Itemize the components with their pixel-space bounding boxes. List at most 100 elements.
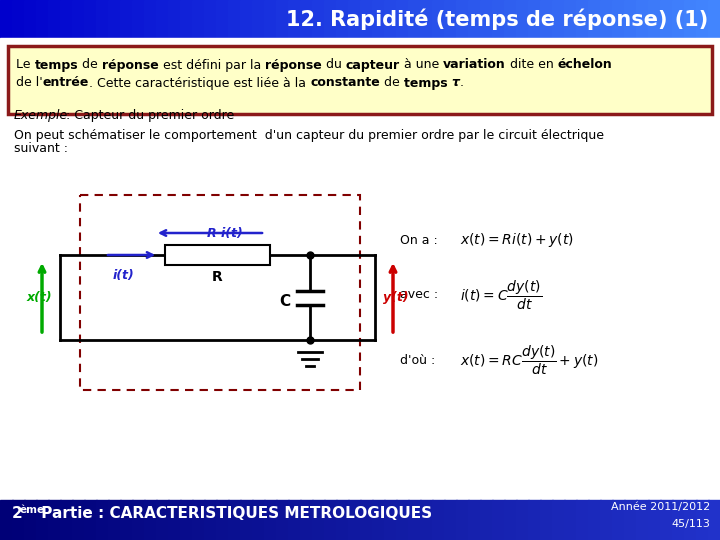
Bar <box>408 500 421 540</box>
Bar <box>8 46 712 114</box>
Bar <box>648 500 661 540</box>
Bar <box>156 0 169 38</box>
Bar <box>264 500 277 540</box>
Text: Exemple: Exemple <box>14 109 68 122</box>
Bar <box>600 0 613 38</box>
Bar <box>360 500 373 540</box>
Text: $x(t) = Ri(t) + y(t)$: $x(t) = Ri(t) + y(t)$ <box>460 231 574 249</box>
Bar <box>492 500 505 540</box>
Bar <box>432 500 445 540</box>
Text: de l': de l' <box>16 77 42 90</box>
Bar <box>576 500 589 540</box>
Bar <box>288 500 301 540</box>
Bar <box>96 0 109 38</box>
Bar <box>80 195 360 390</box>
Text: i(t): i(t) <box>113 269 135 282</box>
Bar <box>516 500 529 540</box>
Bar <box>216 500 229 540</box>
Text: entrée: entrée <box>42 77 89 90</box>
Bar <box>372 0 385 38</box>
Bar <box>540 500 553 540</box>
Bar <box>540 0 553 38</box>
Bar <box>564 0 577 38</box>
Bar <box>36 0 49 38</box>
Bar <box>72 0 85 38</box>
Text: du: du <box>322 58 346 71</box>
Text: de: de <box>380 77 404 90</box>
Bar <box>696 500 709 540</box>
Text: réponse: réponse <box>265 58 322 71</box>
Bar <box>408 0 421 38</box>
Bar <box>684 500 697 540</box>
Bar <box>396 500 409 540</box>
Bar <box>204 500 217 540</box>
Bar <box>336 0 349 38</box>
Bar <box>360 0 373 38</box>
Bar <box>384 0 397 38</box>
Bar <box>708 0 720 38</box>
Text: On a :: On a : <box>400 233 438 246</box>
Text: : Capteur du premier ordre: : Capteur du premier ordre <box>62 109 234 122</box>
Bar <box>588 0 601 38</box>
Bar <box>432 0 445 38</box>
Bar <box>564 500 577 540</box>
Text: réponse: réponse <box>102 58 158 71</box>
Text: τ: τ <box>451 77 459 90</box>
Text: x(t): x(t) <box>26 291 52 304</box>
Bar <box>336 500 349 540</box>
Text: échelon: échelon <box>557 58 612 71</box>
Bar <box>636 0 649 38</box>
Bar <box>276 0 289 38</box>
Bar <box>444 0 457 38</box>
Bar <box>660 0 673 38</box>
Bar <box>660 500 673 540</box>
Text: y(t): y(t) <box>383 291 409 304</box>
Bar <box>456 500 469 540</box>
Bar <box>228 500 241 540</box>
Bar <box>312 0 325 38</box>
Bar <box>36 500 49 540</box>
Bar <box>84 0 97 38</box>
Bar <box>0 0 13 38</box>
Text: ème: ème <box>20 505 45 515</box>
Bar <box>132 0 145 38</box>
Text: . Cette caractéristique est liée à la: . Cette caractéristique est liée à la <box>89 77 310 90</box>
Bar <box>348 500 361 540</box>
Text: suivant :: suivant : <box>14 143 68 156</box>
Bar <box>204 0 217 38</box>
Bar <box>12 0 25 38</box>
Bar <box>60 500 73 540</box>
Bar <box>480 0 493 38</box>
Bar <box>612 500 625 540</box>
Text: variation: variation <box>443 58 505 71</box>
Bar <box>552 500 565 540</box>
Text: On peut schématiser le comportement  d'un capteur du premier ordre par le circui: On peut schématiser le comportement d'un… <box>14 130 604 143</box>
Text: Le: Le <box>16 58 35 71</box>
Bar <box>168 500 181 540</box>
Bar <box>384 500 397 540</box>
Text: 2: 2 <box>12 507 23 522</box>
Bar <box>708 500 720 540</box>
Bar <box>420 0 433 38</box>
Bar <box>24 0 37 38</box>
Text: constante: constante <box>310 77 380 90</box>
Bar <box>84 500 97 540</box>
Bar <box>108 500 121 540</box>
Bar <box>300 0 313 38</box>
Text: dite en: dite en <box>505 58 557 71</box>
Bar <box>60 0 73 38</box>
Bar <box>672 0 685 38</box>
Bar <box>72 500 85 540</box>
Bar <box>120 0 133 38</box>
Bar <box>672 500 685 540</box>
Text: 12. Rapidité (temps de réponse) (1): 12. Rapidité (temps de réponse) (1) <box>286 8 708 30</box>
Bar <box>624 0 637 38</box>
Bar <box>324 500 337 540</box>
Text: R: R <box>212 270 223 284</box>
Bar <box>444 500 457 540</box>
Bar <box>192 500 205 540</box>
Bar <box>516 0 529 38</box>
Bar <box>12 500 25 540</box>
Bar <box>0 38 720 500</box>
Bar <box>468 0 481 38</box>
